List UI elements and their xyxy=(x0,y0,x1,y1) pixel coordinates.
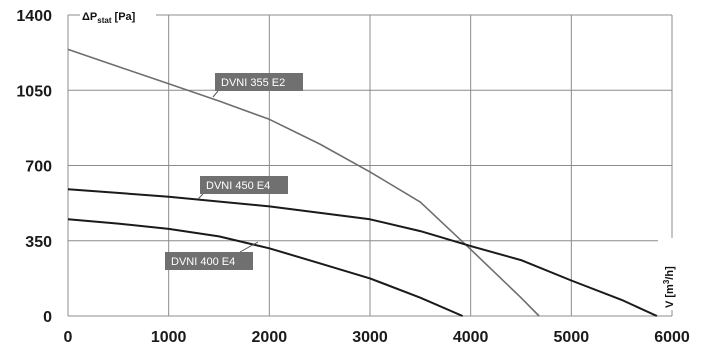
y-axis-title-bg xyxy=(80,6,156,26)
y-tick-label: 700 xyxy=(25,159,52,176)
x-tick-label: 3000 xyxy=(352,329,388,346)
label-leader-line xyxy=(197,193,204,200)
dvni-355-e2-curve xyxy=(67,48,540,317)
label-dvni-355-e2: DVNI 355 E2 xyxy=(212,73,303,98)
y-axis-unit: [Pa] xyxy=(111,11,135,23)
grid xyxy=(67,14,673,317)
curve-labels: DVNI 355 E2 DVNI 450 E4 DVNI 400 E4 xyxy=(165,73,303,270)
label-text: DVNI 400 E4 xyxy=(171,256,235,268)
y-axis-p: P xyxy=(90,11,97,23)
label-leader-line xyxy=(239,241,259,253)
x-axis-v: V [m xyxy=(664,284,676,308)
label-dvni-450-e4: DVNI 450 E4 xyxy=(197,176,288,200)
dvni-450-e4-curve xyxy=(67,188,658,317)
x-tick-labels: 0 1000 2000 3000 4000 5000 6000 xyxy=(64,329,690,346)
y-tick-label: 0 xyxy=(43,309,52,326)
y-axis-delta: Δ xyxy=(82,11,90,23)
label-dvni-400-e4: DVNI 400 E4 xyxy=(165,241,259,270)
x-axis-title-bg xyxy=(658,238,678,310)
x-tick-label: 1000 xyxy=(151,329,187,346)
x-axis-sup: 3 xyxy=(662,279,671,284)
x-tick-label: 6000 xyxy=(654,329,690,346)
label-box xyxy=(215,73,303,91)
label-box xyxy=(200,176,288,194)
x-tick-label: 5000 xyxy=(554,329,590,346)
label-leader-line xyxy=(212,90,219,98)
label-box xyxy=(165,252,253,270)
y-axis-title: ΔPstat [Pa] xyxy=(82,11,136,25)
curves xyxy=(67,48,658,317)
label-text: DVNI 450 E4 xyxy=(206,180,270,192)
x-axis-unit: /h] xyxy=(664,266,676,280)
label-text: DVNI 355 E2 xyxy=(221,77,285,89)
y-tick-label: 1400 xyxy=(16,8,52,25)
x-tick-label: 2000 xyxy=(252,329,288,346)
y-axis-sub: stat xyxy=(97,16,112,25)
y-tick-label: 1050 xyxy=(16,83,52,100)
y-tick-label: 350 xyxy=(25,234,52,251)
x-tick-label: 0 xyxy=(64,329,73,346)
dvni-400-e4-curve xyxy=(67,218,463,317)
x-axis-title: V [m3/h] xyxy=(662,266,676,308)
x-tick-label: 4000 xyxy=(453,329,489,346)
y-tick-labels: 0 350 700 1050 1400 xyxy=(16,8,52,326)
